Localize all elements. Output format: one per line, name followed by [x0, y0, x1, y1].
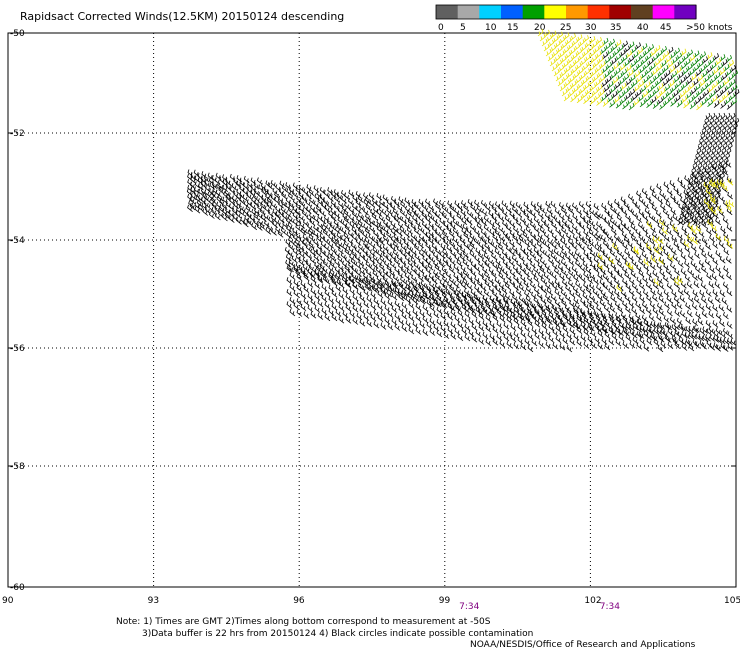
- legend-color-swatch: [609, 5, 632, 19]
- legend-label: 25: [560, 23, 571, 33]
- latitude-label: -54: [10, 236, 25, 246]
- latitude-label: -56: [10, 344, 25, 354]
- legend-color-swatch: [522, 5, 545, 19]
- longitude-label: 96: [293, 596, 305, 606]
- legend-color-swatch: [501, 5, 524, 19]
- legend-color-swatch: [566, 5, 589, 19]
- longitude-label: 90: [2, 596, 14, 606]
- legend-label: 0: [438, 23, 444, 33]
- time-labels: 7:34 7:34: [459, 602, 620, 612]
- legend-color-swatch: [652, 5, 675, 19]
- legend-color-swatch: [457, 5, 480, 19]
- map-frame: [7, 32, 737, 588]
- latitude-label: -50: [10, 29, 25, 39]
- legend-label: 10: [485, 23, 497, 33]
- longitude-label: 105: [724, 596, 740, 606]
- legend-color-swatch: [544, 5, 567, 19]
- legend-color-swatch: [436, 5, 459, 19]
- longitude-label: 102: [584, 596, 601, 606]
- legend-label: 15: [507, 23, 518, 33]
- legend-label: 45: [660, 23, 671, 33]
- legend-color-swatch: [587, 5, 610, 19]
- wind-speed-legend: 0 5 10 15 20 25 30 35 40 45 >50 knots: [435, 4, 733, 33]
- wind-barbs: [186, 28, 740, 353]
- legend-label: >50 knots: [686, 23, 733, 33]
- latitude-label: -52: [10, 129, 25, 139]
- axis-labels: 90 93 96 99 102 105 -50 -52 -54 -56 -58 -60: [2, 29, 740, 606]
- note-line-2: 3)Data buffer is 22 hrs from 20150124 4)…: [142, 629, 533, 639]
- latitude-label: -58: [10, 462, 25, 472]
- credit-line: NOAA/NESDIS/Office of Research and Appli…: [470, 640, 696, 650]
- time-label: 7:34: [459, 602, 479, 612]
- map-title: Rapidsact Corrected Winds(12.5KM) 201501…: [20, 10, 344, 23]
- legend-label: 40: [637, 23, 649, 33]
- legend-label: 35: [610, 23, 621, 33]
- time-label: 7:34: [600, 602, 620, 612]
- longitude-label: 99: [439, 596, 451, 606]
- note-line-1: Note: 1) Times are GMT 2)Times along bot…: [116, 617, 491, 627]
- legend-color-swatch: [674, 5, 697, 19]
- longitude-label: 93: [148, 596, 159, 606]
- legend-label: 5: [460, 23, 466, 33]
- legend-label: 20: [534, 23, 546, 33]
- legend-label: 30: [585, 23, 597, 33]
- latitude-label: -60: [10, 583, 25, 593]
- legend-color-swatch: [479, 5, 502, 19]
- legend-color-swatch: [631, 5, 654, 19]
